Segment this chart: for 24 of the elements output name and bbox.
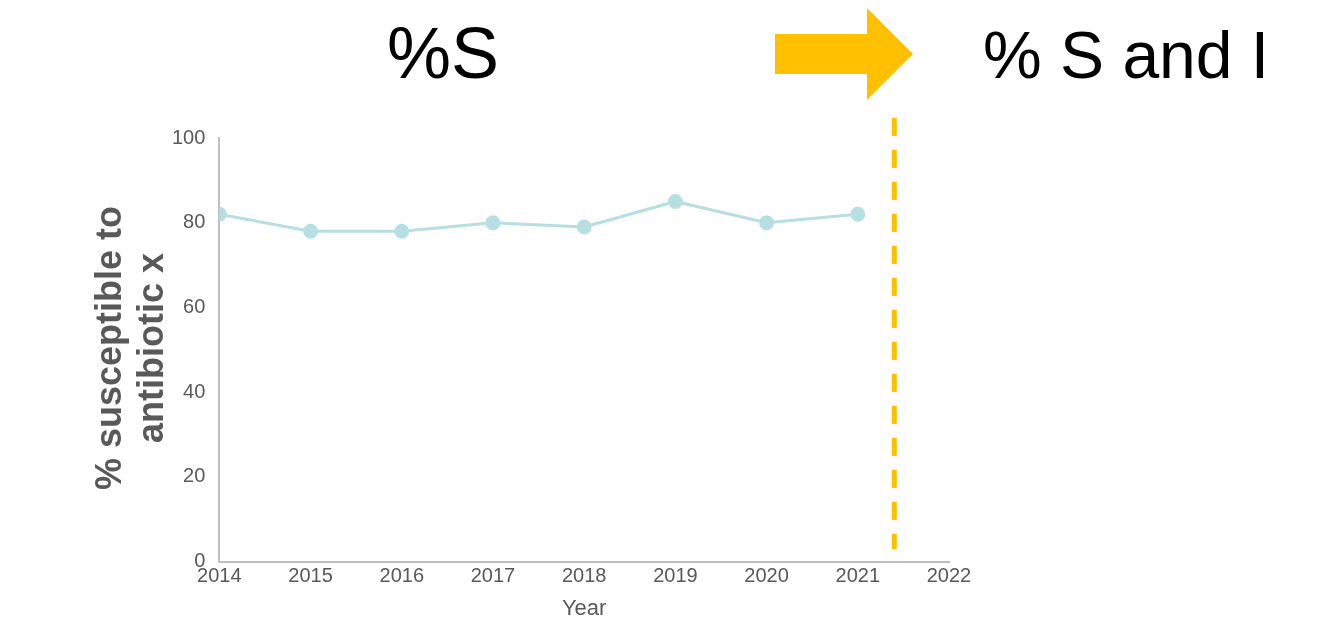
point [303, 223, 319, 239]
x-tick-label: 2015 [288, 564, 333, 587]
point [759, 215, 775, 231]
point [394, 223, 410, 239]
y-tick-label: 40 [183, 379, 206, 402]
x-tick-label: 2021 [835, 564, 881, 587]
x-tick-label: 2022 [926, 564, 972, 587]
y-tick-label: 60 [183, 294, 206, 317]
x-axis-title: Year [561, 594, 607, 620]
chart-title: %S [385, 12, 500, 95]
point [850, 206, 866, 222]
point [667, 194, 683, 210]
x-tick-label: 2019 [653, 564, 698, 587]
x-tick-label: 2018 [561, 564, 607, 587]
point [576, 219, 592, 235]
y-tick-label: 100 [171, 125, 206, 148]
x-tick-label: 2017 [470, 564, 516, 587]
x-tick-label: 2016 [379, 564, 425, 587]
y-axis-title: % susceptible to antibiotic x [88, 204, 172, 493]
point [485, 215, 501, 231]
x-tick-label: 2020 [744, 564, 789, 587]
y-tick-label: 20 [183, 464, 206, 487]
y-tick-label: 80 [183, 210, 206, 233]
text: % S and I [983, 17, 1270, 94]
